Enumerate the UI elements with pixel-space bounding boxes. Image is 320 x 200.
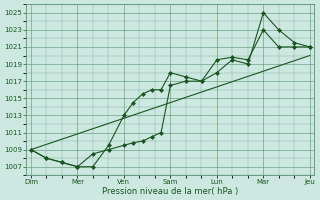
X-axis label: Pression niveau de la mer( hPa ): Pression niveau de la mer( hPa ) xyxy=(102,187,238,196)
